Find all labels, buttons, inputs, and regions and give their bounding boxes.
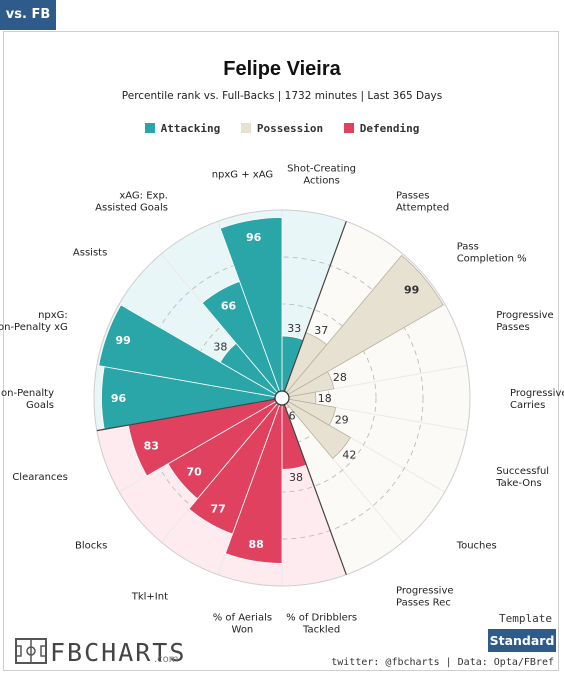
vs-fb-tab[interactable]: vs. FB [0, 0, 56, 30]
legend-label-attacking: Attacking [160, 122, 221, 135]
template-label: Template [499, 612, 552, 625]
value-label-xag-exp-assisted-goals: 66 [221, 299, 237, 312]
legend-swatch-attacking [144, 123, 155, 133]
value-label-npxg-xag: 96 [246, 231, 262, 244]
category-label-of-dribblers-tackled: % of Dribblers Tackled [286, 613, 357, 636]
legend-item-attacking: Attacking [144, 122, 221, 135]
value-label-assists: 38 [213, 340, 227, 353]
value-label-shot-creating-actions: 33 [287, 322, 301, 335]
category-label-npxg-non-penalty-xg: npxG:Non-Penalty xG [0, 310, 68, 333]
value-label-successful-take-ons: 29 [335, 414, 349, 427]
legend-swatch-possession [240, 123, 251, 133]
value-label-pass-completion: 99 [404, 283, 419, 296]
bar-pass-completion [281, 254, 444, 399]
legend-swatch-defending [343, 123, 354, 133]
value-label-tkl-int: 77 [210, 503, 225, 516]
category-label-progressive-passes: Progressive Passes [496, 310, 554, 333]
value-label-non-penalty-goals: 96 [111, 392, 127, 405]
value-label-blocks: 70 [187, 466, 203, 479]
category-label-npxg-xag: npxG + xAG [212, 170, 273, 181]
category-label-pass-completion: Pass Completion % [457, 241, 527, 264]
bar-npxg-non-penalty-xg [98, 304, 283, 399]
category-label-blocks: Blocks [75, 541, 107, 552]
category-label-clearances: Clearances [12, 472, 67, 483]
group-divider-passes-attempted [281, 221, 347, 399]
legend-item-possession: Possession [240, 122, 324, 135]
outer-ring [93, 209, 471, 587]
template-standard-button[interactable]: Standard [488, 629, 556, 652]
category-label-touches: Touches [456, 541, 497, 552]
category-label-xag-exp-assisted-goals: xAG: Exp. Assisted Goals [95, 191, 168, 214]
category-label-of-aerials-won: % of Aerials Won [213, 613, 272, 636]
legend-item-defending: Defending [343, 122, 420, 135]
category-label-progressive-passes-rec: Progressive Passes Rec [396, 586, 454, 609]
value-label-progressive-passes-rec: 6 [289, 410, 296, 423]
fbcharts-logo-icon [15, 638, 47, 664]
value-label-of-aerials-won: 88 [249, 538, 264, 551]
logo-suffix: .com [154, 654, 179, 665]
legend: Attacking Possession Defending [0, 122, 564, 135]
bar-of-aerials-won [224, 397, 283, 564]
chart-subtitle: Percentile rank vs. Full-Backs | 1732 mi… [121, 90, 443, 102]
value-label-progressive-passes: 28 [333, 371, 347, 384]
group-divider-of-dribblers-tackled [281, 397, 347, 575]
value-label-progressive-carries: 18 [318, 392, 332, 405]
legend-label-defending: Defending [359, 122, 420, 135]
value-label-clearances: 83 [144, 440, 159, 453]
bar-npxg-xag [219, 217, 283, 399]
bar-progressive-passes [281, 371, 335, 399]
value-label-touches: 42 [342, 449, 356, 462]
value-label-passes-attempted: 37 [314, 324, 328, 337]
bar-tkl-int [188, 397, 283, 535]
category-label-shot-creating-actions: Shot-Creating Actions [287, 164, 356, 187]
data-credit: twitter: @fbcharts | Data: Opta/FBref [331, 657, 554, 668]
category-label-successful-take-ons: Successful Take-Ons [495, 466, 549, 489]
bar-touches [281, 397, 351, 460]
category-label-passes-attempted: Passes Attempted [396, 191, 449, 214]
player-name-title: Felipe Vieira [223, 58, 341, 80]
value-label-of-dribblers-tackled: 38 [289, 471, 303, 484]
category-label-assists: Assists [73, 247, 107, 258]
legend-label-possession: Possession [256, 122, 324, 135]
category-label-tkl-int: Tkl+Int [131, 592, 168, 603]
value-label-npxg-non-penalty-xg: 99 [115, 334, 130, 347]
center-hub [274, 390, 290, 406]
logo-text: FBCHARTS [50, 638, 187, 667]
category-label-progressive-carries: Progressive Carries [510, 388, 564, 411]
group-divider-non-penalty-goals [96, 397, 283, 432]
